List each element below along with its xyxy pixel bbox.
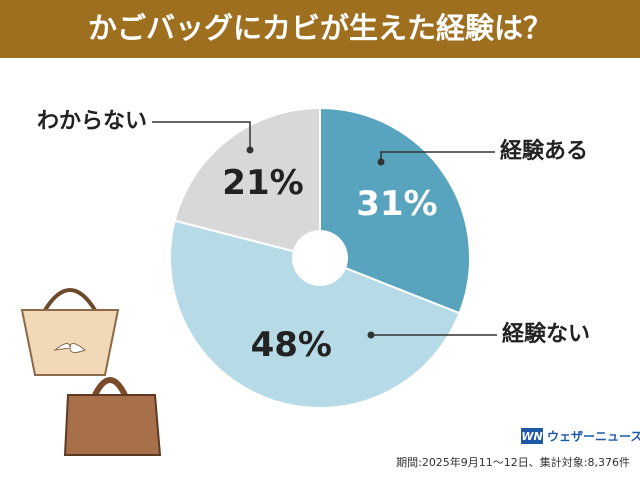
leader-dots bbox=[246, 146, 385, 339]
category-label: 経験ない bbox=[502, 321, 590, 347]
donut-hole bbox=[292, 230, 348, 286]
pie-slice bbox=[169, 219, 461, 409]
pie-slice bbox=[173, 106, 321, 260]
pie-slice bbox=[319, 106, 471, 315]
value-label: 48% bbox=[251, 325, 332, 365]
value-label: 31% bbox=[356, 184, 437, 224]
logo-mark-bg bbox=[521, 428, 543, 444]
footnote: 期間:2025年9月11～12日、集計対象:8,376件 bbox=[396, 455, 630, 469]
category-label: 経験ある bbox=[500, 138, 588, 164]
category-label: わからない bbox=[37, 109, 147, 134]
logo-mark: WN bbox=[521, 430, 542, 443]
value-label: 21% bbox=[222, 163, 303, 203]
logo-text: ウェザーニュース bbox=[547, 430, 640, 444]
chart-title: かごバッグにカビが生えた経験は？ bbox=[88, 11, 552, 45]
bag-illustration bbox=[20, 288, 162, 456]
title-bar bbox=[0, 0, 640, 58]
